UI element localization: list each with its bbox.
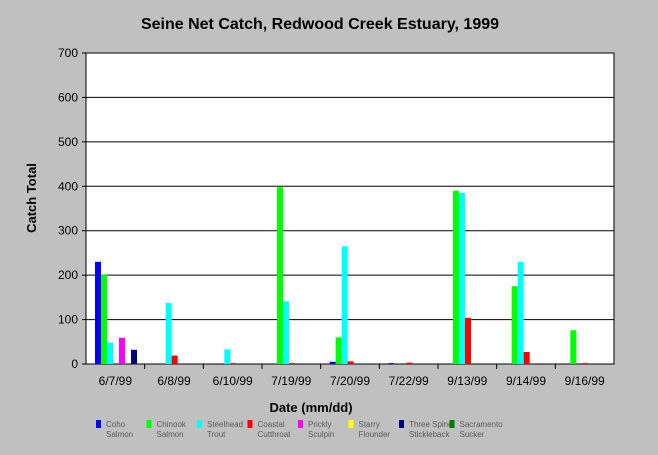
x-tick-label: 6/8/99 (157, 374, 191, 388)
legend-label: Starry (359, 420, 380, 429)
legend-label: Chinook (157, 420, 187, 429)
y-axis: 0 100 200 300 400 500 600 700 (58, 46, 86, 371)
bar (517, 261, 524, 364)
y-tick-label: 400 (58, 179, 78, 193)
x-tick-label: 7/19/99 (271, 374, 311, 388)
bar (171, 355, 178, 364)
legend-label: Sucker (460, 430, 485, 439)
bar (335, 337, 342, 364)
bar (523, 352, 530, 364)
bar (230, 363, 237, 364)
bar (582, 363, 589, 364)
legend-label: Salmon (106, 430, 133, 439)
legend-label: Coho (106, 420, 126, 429)
bar (341, 246, 348, 364)
y-tick-label: 100 (58, 313, 78, 327)
bar (101, 274, 107, 364)
bar (95, 261, 101, 364)
legend-label: Coastal (258, 420, 285, 429)
y-tick-label: 600 (58, 90, 78, 104)
bar (388, 363, 395, 364)
bar (107, 342, 113, 364)
legend-label: Salmon (157, 430, 184, 439)
legend-label: Sacramento (460, 420, 504, 429)
x-tick-label: 7/22/99 (389, 374, 429, 388)
legend-label: Sculpin (308, 430, 334, 439)
legend-label: Stickleback (409, 430, 450, 439)
y-tick-label: 300 (58, 224, 78, 238)
bar (406, 362, 413, 364)
y-tick-label: 700 (58, 46, 78, 60)
bar (453, 190, 459, 364)
bar (119, 337, 125, 364)
y-tick-label: 200 (58, 268, 78, 282)
legend-swatch (399, 420, 404, 428)
bar (283, 301, 289, 364)
y-tick-label: 500 (58, 135, 78, 149)
legend-label: Steelhead (207, 420, 243, 429)
x-tick-label: 7/20/99 (330, 374, 370, 388)
bars (95, 187, 589, 364)
bar (131, 349, 137, 364)
plot-area (85, 52, 615, 365)
legend-swatch (146, 420, 152, 428)
legend-label: Flounder (359, 430, 391, 439)
chart-title: Seine Net Catch, Redwood Creek Estuary, … (141, 16, 499, 33)
legend-label: Cutthroat (258, 430, 292, 439)
x-axis: 6/7/99 6/8/99 6/10/99 7/19/99 7/20/99 7/22/99… (99, 364, 605, 388)
legend-swatch (197, 420, 202, 428)
bar (165, 303, 172, 364)
y-tick-label: 0 (71, 357, 78, 371)
bar (277, 187, 283, 364)
legend-swatch (96, 420, 101, 428)
bar (224, 349, 231, 364)
bar (465, 317, 471, 364)
x-tick-label: 9/14/99 (506, 374, 546, 388)
x-tick-label: 6/7/99 (99, 374, 133, 388)
y-axis-title: Catch Total (24, 163, 39, 233)
legend-swatch (298, 420, 303, 428)
x-tick-label: 9/13/99 (447, 374, 487, 388)
bar (289, 363, 295, 364)
x-tick-label: 6/10/99 (213, 374, 253, 388)
legend-label: Three Spine (409, 420, 453, 429)
legend-swatch (449, 420, 455, 428)
gridlines (86, 96, 614, 321)
bar (459, 192, 465, 364)
bar (329, 361, 336, 364)
legend-label: Trout (207, 430, 226, 439)
x-tick-label: 9/16/99 (565, 374, 605, 388)
x-axis-title: Date (mm/dd) (269, 400, 352, 415)
bar (570, 330, 577, 364)
legend-label: Prickly (308, 420, 332, 429)
legend: CohoSalmonChinookSalmonSteelheadTroutCoa… (96, 420, 503, 439)
legend-swatch (348, 420, 354, 428)
bar (511, 286, 518, 364)
bar (347, 361, 354, 364)
legend-swatch (247, 420, 253, 428)
